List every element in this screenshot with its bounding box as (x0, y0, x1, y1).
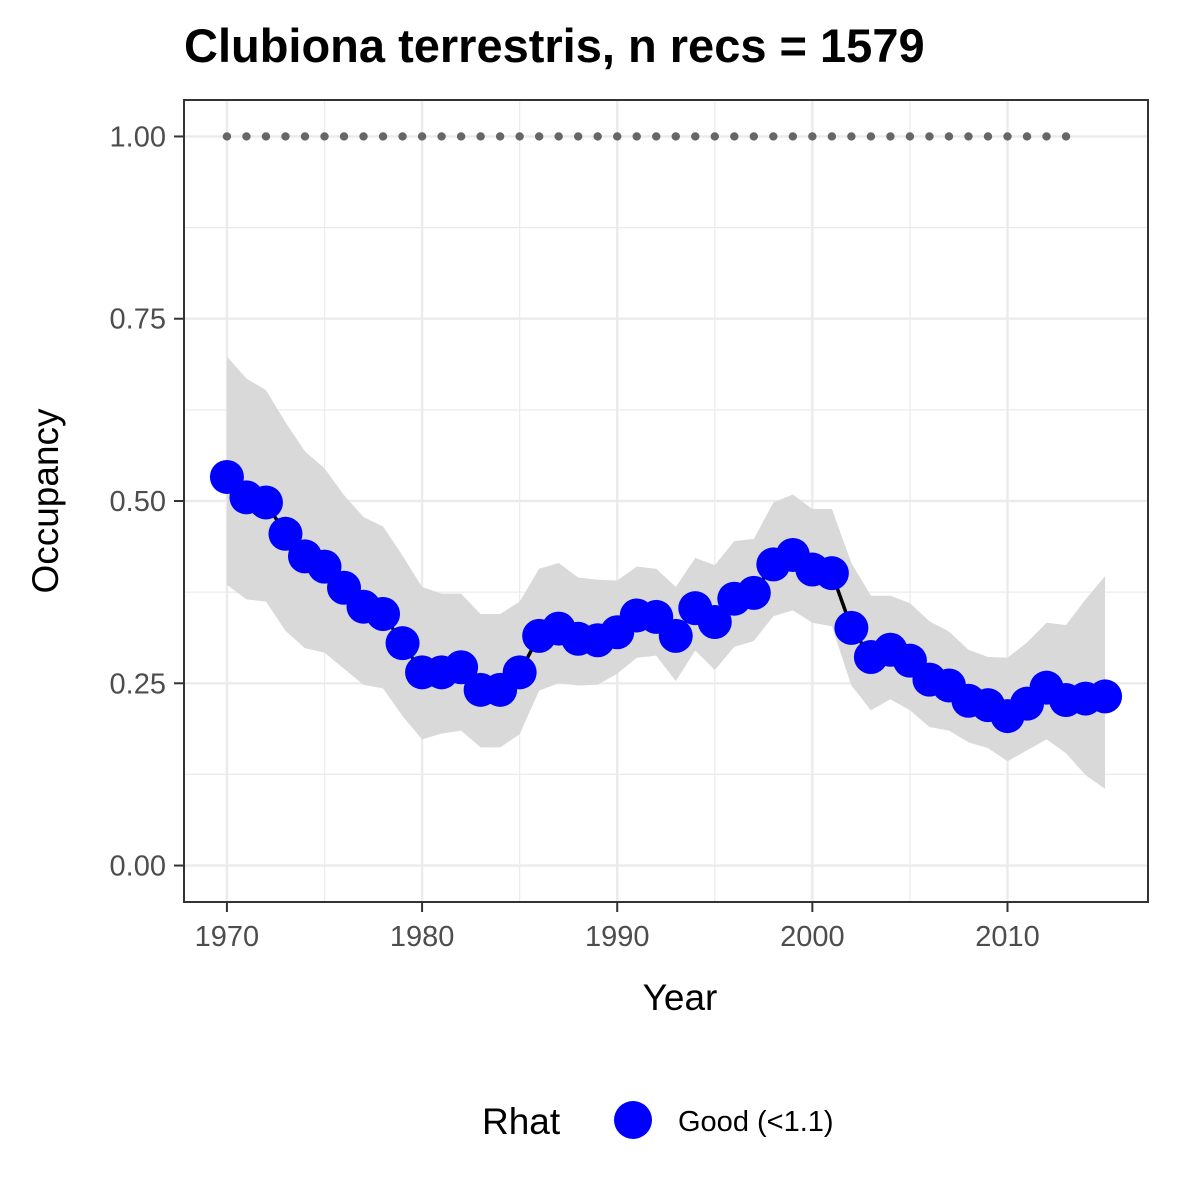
reference-dot (866, 132, 876, 141)
reference-dot (339, 132, 349, 141)
reference-dot (1042, 132, 1051, 141)
data-point (366, 597, 401, 632)
reference-dot (242, 132, 251, 141)
data-point (814, 556, 849, 591)
reference-dot (632, 132, 641, 141)
reference-dot (1061, 132, 1071, 141)
x-tick-label: 2010 (975, 921, 1040, 953)
reference-dot (749, 132, 759, 141)
data-point (502, 655, 537, 690)
reference-dot (925, 132, 934, 141)
reference-dot (671, 132, 680, 141)
legend-title: Rhat (482, 1101, 561, 1142)
x-axis-title: Year (643, 977, 718, 1018)
data-points (209, 459, 1123, 734)
reference-dot (788, 132, 798, 141)
reference-dot (652, 132, 661, 141)
reference-dot (964, 132, 973, 141)
data-point (385, 626, 420, 661)
reference-dot (886, 132, 895, 141)
data-point (444, 650, 479, 685)
data-point (834, 610, 869, 645)
data-point (736, 575, 771, 610)
reference-dot (300, 132, 310, 141)
legend-key-good (614, 1101, 652, 1139)
reference-dot (320, 132, 329, 141)
legend: Rhat Good (<1.1) (482, 1101, 834, 1142)
data-point (658, 618, 693, 653)
reference-dot (398, 132, 407, 141)
y-tick-label: 0.50 (110, 486, 166, 518)
y-tick-label: 0.00 (110, 851, 166, 883)
reference-dot (281, 132, 290, 141)
reference-line (222, 132, 1071, 141)
x-tick-label: 2000 (780, 921, 845, 953)
reference-dot (222, 132, 232, 141)
reference-dot (827, 132, 837, 141)
y-axis: 0.00 0.25 0.50 0.75 1.00 (110, 121, 184, 883)
reference-dot (613, 132, 622, 141)
reference-dot (808, 132, 817, 141)
reference-dot (691, 132, 700, 141)
x-tick-label: 1970 (195, 921, 260, 953)
reference-dot (769, 132, 778, 141)
reference-dot (730, 132, 739, 141)
reference-dot (261, 132, 271, 141)
x-tick-label: 1980 (390, 921, 455, 953)
reference-dot (554, 132, 563, 141)
reference-dot (456, 132, 466, 141)
reference-dot (534, 132, 544, 141)
reference-dot (476, 132, 485, 141)
legend-label-good: Good (<1.1) (678, 1106, 834, 1138)
reference-dot (593, 132, 602, 141)
reference-dot (573, 132, 583, 141)
reference-dot (847, 132, 856, 141)
data-point (697, 605, 732, 640)
data-point (1088, 679, 1123, 714)
y-tick-label: 0.75 (110, 304, 166, 336)
reference-dot (515, 132, 524, 141)
x-tick-label: 1990 (585, 921, 650, 953)
reference-dot (437, 132, 446, 141)
reference-dot (983, 132, 993, 141)
x-axis: 1970 1980 1990 2000 2010 (195, 902, 1040, 953)
y-axis-title: Occupancy (25, 408, 66, 594)
reference-dot (710, 132, 719, 141)
chart-title: Clubiona terrestris, n recs = 1579 (184, 19, 925, 72)
reference-dot (1022, 132, 1032, 141)
reference-dot (378, 132, 388, 141)
y-tick-label: 1.00 (110, 121, 166, 153)
data-point (248, 485, 283, 520)
reference-dot (417, 132, 427, 141)
reference-dot (359, 132, 368, 141)
data-point (268, 516, 303, 551)
reference-dot (905, 132, 915, 141)
reference-dot (1003, 132, 1012, 141)
reference-dot (495, 132, 505, 141)
y-tick-label: 0.25 (110, 668, 166, 700)
reference-dot (944, 132, 954, 141)
